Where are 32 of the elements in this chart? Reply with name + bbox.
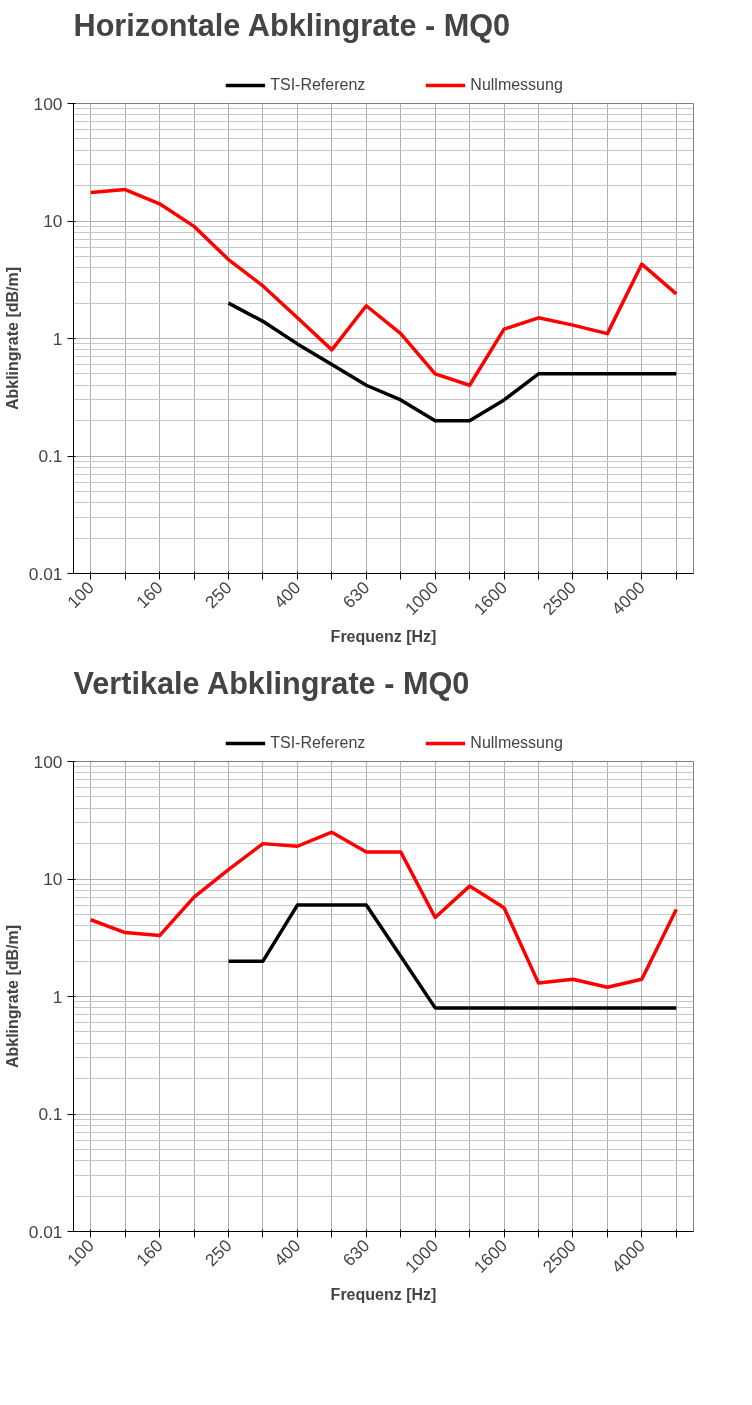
y-tick-label: 100: [33, 751, 63, 772]
x-tick-label: 250: [200, 577, 236, 613]
y-tick-label: 0.01: [28, 563, 63, 584]
y-axis-title: Abklingrate [dB/m]: [3, 924, 21, 1069]
y-tick-label: 0.01: [28, 1221, 63, 1242]
y-tick-label: 0.1: [38, 1104, 63, 1124]
x-tick-label: 160: [132, 577, 167, 613]
x-axis-title: Frequenz [Hz]: [330, 628, 437, 646]
x-tick-label: 400: [269, 1235, 305, 1271]
line-series: [226, 903, 679, 1010]
legend-label: Nullmessung: [470, 76, 563, 94]
x-tick-label: 630: [338, 1235, 374, 1271]
x-axis-title: Frequenz [Hz]: [330, 1286, 437, 1304]
y-tick-label: 100: [33, 93, 63, 114]
line-series: [226, 301, 679, 423]
legend-label: TSI-Referenz: [270, 76, 366, 94]
legend-label: TSI-Referenz: [270, 734, 366, 752]
y-tick-label: 1: [52, 328, 63, 349]
y-tick-label: 10: [43, 211, 63, 231]
x-tick-label: 160: [132, 1235, 167, 1271]
y-tick-label: 10: [43, 869, 63, 889]
x-tick-label: 400: [269, 577, 305, 613]
line-series: [88, 830, 679, 989]
chart-title: Vertikale Abklingrate - MQ0: [73, 665, 470, 701]
y-tick-label: 0.1: [38, 446, 63, 466]
x-tick-label: 630: [338, 577, 374, 613]
y-tick-label: 1: [52, 986, 63, 1007]
y-axis-title: Abklingrate [dB/m]: [3, 266, 21, 411]
chart-title: Horizontale Abklingrate - MQ0: [73, 7, 511, 43]
line-series: [88, 187, 679, 388]
x-tick-label: 250: [200, 1235, 236, 1271]
legend-label: Nullmessung: [470, 734, 563, 752]
